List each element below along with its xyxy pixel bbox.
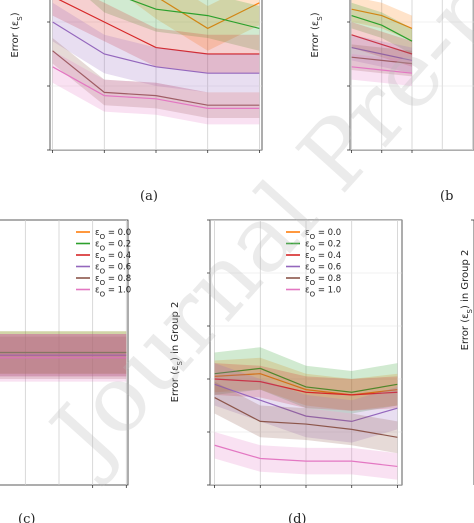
series-line-a-5 bbox=[52, 66, 260, 109]
series-line-a-1 bbox=[129, 0, 260, 29]
caption-b: (b bbox=[440, 189, 453, 204]
legend-label-d-2: εO = 0.4 bbox=[305, 251, 341, 264]
legend-label-c-4: εO = 0.8 bbox=[95, 274, 131, 287]
plot-area-d bbox=[210, 220, 402, 485]
band-a-4 bbox=[52, 38, 260, 118]
series-line-b-4 bbox=[351, 56, 413, 65]
y-axis-label-a: Error (εS) bbox=[10, 12, 24, 57]
band-d-4 bbox=[214, 381, 398, 454]
band-b-1 bbox=[351, 2, 412, 55]
plot-area-c bbox=[0, 220, 127, 485]
legend-label-d-5: εO = 1.0 bbox=[305, 286, 341, 299]
legend-label-c-2: εO = 0.4 bbox=[95, 251, 131, 264]
band-b-0 bbox=[351, 0, 412, 42]
series-line-d-1 bbox=[214, 367, 398, 393]
legend-label-d-1: εO = 0.2 bbox=[305, 240, 341, 253]
y-axis-label-b: Error (εS) bbox=[310, 12, 324, 57]
chart-panel-d: Error (εS) in Group 2εO = 0.0εO = 0.2εO … bbox=[170, 219, 403, 488]
band-a-5 bbox=[52, 50, 260, 125]
legend-label-d-3: εO = 0.6 bbox=[305, 263, 341, 276]
legend-label-d-4: εO = 0.8 bbox=[305, 274, 341, 287]
series-line-d-2 bbox=[214, 378, 398, 396]
series-line-d-0 bbox=[214, 373, 398, 396]
series-line-b-5 bbox=[351, 66, 413, 74]
caption-c: (c) bbox=[18, 512, 35, 523]
band-d-1 bbox=[214, 347, 398, 414]
caption-d: (d) bbox=[288, 512, 306, 523]
chart-panel-c: εO = 0.0εO = 0.2εO = 0.4εO = 0.6εO = 0.8… bbox=[0, 219, 131, 488]
series-line-b-3 bbox=[351, 47, 413, 61]
band-d-0 bbox=[214, 357, 398, 411]
chart-panel-a: Error (εS) bbox=[10, 0, 263, 153]
band-d-2 bbox=[214, 363, 398, 411]
series-line-a-4 bbox=[52, 50, 260, 106]
y-axis-label-d: Error (εS) in Group 2 bbox=[170, 302, 184, 403]
legend-label-d-0: εO = 0.0 bbox=[305, 228, 341, 241]
band-a-1 bbox=[89, 0, 260, 51]
caption-a: (a) bbox=[140, 189, 158, 204]
series-line-d-4 bbox=[214, 397, 398, 438]
series-line-a-3 bbox=[52, 21, 260, 74]
y-axis-label-e: Error (εS) in Group 2 bbox=[460, 250, 474, 351]
series-line-b-1 bbox=[351, 15, 413, 42]
legend-label-c-1: εO = 0.2 bbox=[95, 240, 131, 253]
band-d-3 bbox=[214, 363, 398, 443]
series-line-a-2 bbox=[58, 0, 260, 55]
series-line-b-2 bbox=[351, 34, 413, 55]
chart-panel-e: Error (εS) in Group 2 bbox=[460, 219, 474, 485]
band-a-0 bbox=[130, 0, 260, 51]
legend-label-c-0: εO = 0.0 bbox=[95, 228, 131, 241]
legend-label-c-5: εO = 1.0 bbox=[95, 286, 131, 299]
legend-label-c-3: εO = 0.6 bbox=[95, 263, 131, 276]
series-line-b-0 bbox=[351, 8, 413, 29]
series-line-d-3 bbox=[214, 383, 398, 423]
band-a-3 bbox=[52, 2, 260, 93]
chart-panel-b: Error (εS) bbox=[310, 0, 474, 153]
band-d-5 bbox=[214, 432, 398, 480]
plot-area-a bbox=[50, 0, 262, 150]
plot-area-b bbox=[350, 0, 474, 150]
band-a-2 bbox=[52, 0, 260, 74]
series-line-d-5 bbox=[214, 444, 398, 468]
